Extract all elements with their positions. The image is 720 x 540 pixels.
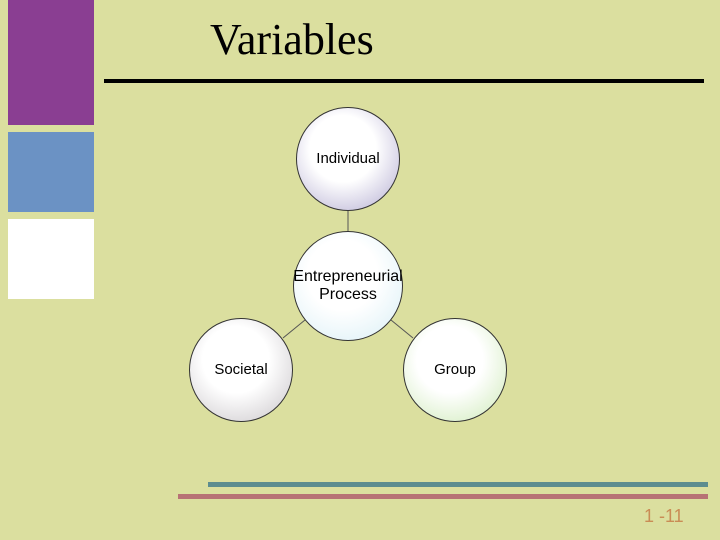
sidebar-block-white xyxy=(8,219,94,299)
sidebar-block-purple xyxy=(8,0,94,125)
node-label-group: Group xyxy=(432,359,478,380)
node-label-societal: Societal xyxy=(212,359,269,380)
node-center: EntrepreneurialProcess xyxy=(293,231,403,341)
page-title: Variables xyxy=(210,14,374,65)
node-label-individual: Individual xyxy=(314,148,381,169)
footer-bar-red xyxy=(178,494,708,499)
node-individual: Individual xyxy=(296,107,400,211)
slide: Variables Individual EntrepreneurialProc… xyxy=(0,0,720,540)
footer-bar-teal xyxy=(208,482,708,487)
node-label-center: EntrepreneurialProcess xyxy=(291,266,404,307)
node-societal: Societal xyxy=(189,318,293,422)
title-underline xyxy=(104,79,704,83)
sidebar-block-blue xyxy=(8,132,94,212)
node-group: Group xyxy=(403,318,507,422)
page-number: 1 -11 xyxy=(644,506,684,527)
